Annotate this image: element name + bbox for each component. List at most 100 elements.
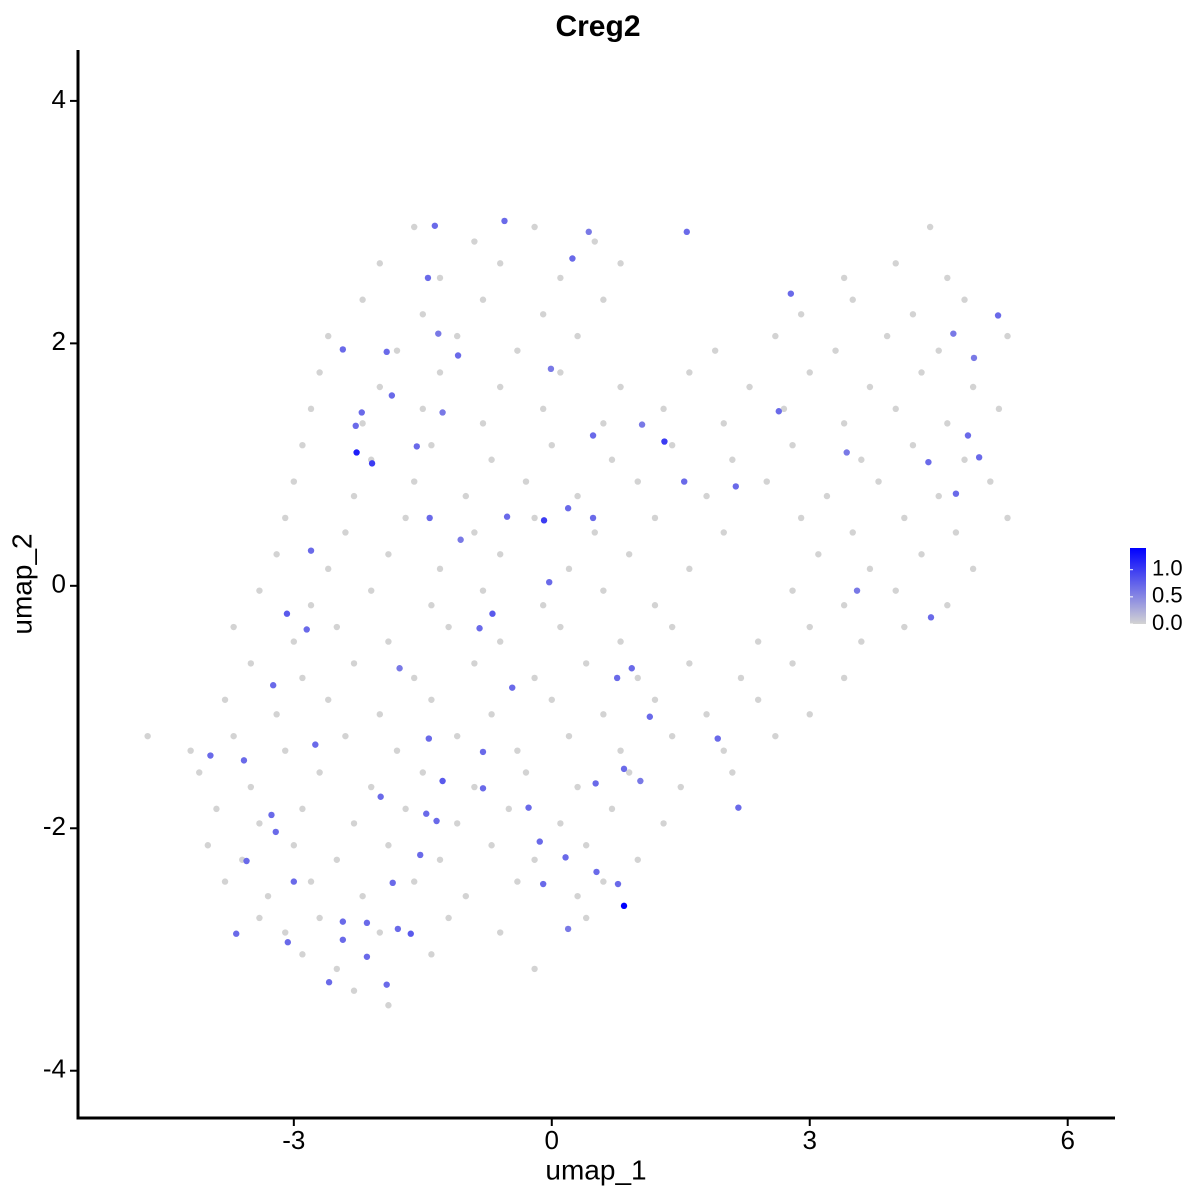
cell-point (562, 854, 569, 861)
cell-point (987, 478, 994, 485)
cell-point (625, 769, 633, 776)
cell-point (471, 660, 478, 667)
cell-point (660, 405, 667, 413)
cell-point (196, 769, 203, 776)
cell-point (892, 260, 899, 267)
cell-point (307, 878, 315, 885)
cell-point (775, 408, 782, 415)
cell-point (531, 856, 538, 863)
cell-point (617, 383, 624, 391)
cell-point (413, 443, 420, 450)
cell-point (316, 914, 323, 922)
cell-point (247, 660, 255, 667)
cell-point (377, 793, 384, 800)
cell-point (388, 392, 396, 399)
cell-point (284, 939, 292, 946)
cell-point (389, 879, 396, 887)
cell-point (363, 953, 371, 960)
y-tick-label: -4 (43, 1054, 66, 1084)
cell-point (531, 514, 538, 522)
cell-point (283, 610, 291, 617)
cell-point (909, 441, 917, 449)
cell-point (290, 478, 298, 485)
cell-point (269, 682, 277, 689)
cell-point (419, 769, 427, 776)
cell-point (735, 804, 742, 811)
cell-point (746, 383, 753, 391)
cell-point (789, 441, 796, 449)
cell-point (402, 514, 409, 522)
cell-point (660, 820, 667, 827)
cell-point (439, 409, 446, 416)
cell-point (325, 979, 333, 986)
cell-point (591, 238, 598, 245)
cell-point (247, 783, 255, 791)
cell-point (720, 747, 727, 754)
cell-point (376, 383, 384, 391)
cell-point (926, 223, 934, 231)
x-axis-label: umap_1 (545, 1154, 646, 1185)
cell-point (299, 674, 306, 682)
cell-point (350, 820, 358, 827)
cell-point (1004, 514, 1011, 522)
cell-point (221, 696, 229, 703)
cell-point (681, 478, 688, 485)
cell-point (944, 602, 951, 609)
cell-point (426, 514, 433, 522)
cell-point (634, 478, 641, 485)
cell-point (935, 492, 942, 500)
cell-point (574, 492, 581, 500)
cell-point (944, 274, 951, 282)
cell-point (268, 811, 275, 819)
cell-point (428, 441, 435, 449)
cell-point (625, 551, 633, 558)
cell-point (479, 748, 487, 756)
cell-point (620, 902, 628, 910)
cell-point (207, 752, 214, 759)
cell-point (651, 514, 659, 522)
cell-point (729, 769, 736, 776)
cell-point (668, 623, 676, 631)
cell-point (883, 332, 891, 340)
cell-point (531, 965, 538, 973)
cell-point (230, 732, 237, 740)
cell-point (525, 804, 532, 811)
cell-point (901, 623, 908, 631)
color-bar (1130, 548, 1146, 624)
cell-point (600, 587, 607, 594)
cell-point (975, 454, 983, 461)
cell-point (290, 638, 298, 645)
cell-point (994, 312, 1002, 319)
cell-point (256, 914, 263, 922)
cell-point (383, 348, 390, 356)
cell-point (703, 492, 710, 500)
cell-point (312, 741, 319, 748)
cell-point (637, 777, 644, 785)
cell-point (539, 880, 547, 888)
y-tick-label: -2 (43, 811, 66, 841)
cell-point (651, 602, 659, 609)
y-axis-label: umap_2 (6, 533, 37, 634)
cell-point (548, 696, 555, 703)
cell-point (677, 783, 684, 791)
cell-point (600, 878, 607, 885)
cell-point (503, 513, 511, 520)
cell-point (840, 602, 848, 609)
chart-title: Creg2 (555, 10, 640, 43)
cell-point (617, 747, 624, 754)
cell-point (393, 347, 401, 354)
cell-point (385, 1002, 392, 1009)
cell-point (501, 217, 508, 225)
y-tick-label: 2 (52, 326, 66, 356)
cell-point (565, 732, 573, 740)
cell-point (617, 260, 624, 267)
cell-point (772, 332, 779, 340)
cell-point (428, 696, 435, 703)
cell-point (299, 805, 306, 813)
cell-point (548, 441, 555, 449)
cell-point (964, 432, 972, 439)
cell-point (307, 547, 315, 554)
cell-point (729, 456, 736, 463)
cell-point (608, 456, 616, 463)
